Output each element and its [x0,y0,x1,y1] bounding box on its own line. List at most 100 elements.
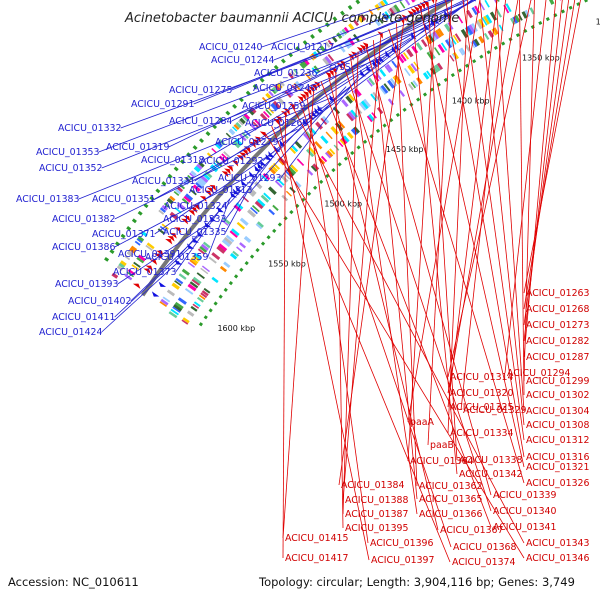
minor-tick [350,150,355,156]
reverse-leader-line [445,0,525,458]
minor-tick [244,261,249,266]
feature-block [268,90,274,97]
feature-block [221,153,229,161]
minor-tick [523,28,528,34]
feature-block [201,290,209,297]
feature-block [235,121,242,129]
forward-leader-line [273,0,432,61]
reverse-gene-label: paaA [410,417,434,428]
feature-block [211,148,217,154]
feature-block [243,113,251,120]
reverse-gene-label: ACICU_01268 [526,304,590,315]
feature-block [474,5,481,14]
forward-gene-label: ACICU_01292 [200,156,264,167]
feature-block [434,29,442,38]
minor-tick [312,185,318,190]
forward-leader-line [120,2,466,129]
feature-block [498,24,504,32]
reverse-gene-label: ACICU_01314 [450,372,514,383]
reverse-gene-arrow [183,215,191,222]
feature-block [413,61,420,70]
feature-block [458,48,464,56]
feature-block [159,207,167,213]
reverse-leader-line [447,0,469,434]
forward-gene-label: ACICU_01246 [253,83,317,94]
feature-block [184,193,194,202]
reverse-gene-arrow [145,265,153,271]
minor-tick [568,5,573,10]
reverse-leader-line [282,113,286,559]
feature-block [215,143,221,150]
reverse-gene-arrow [143,268,151,274]
feature-block [184,288,194,295]
feature-block [290,70,297,77]
minor-tick [266,235,271,240]
reverse-leader-line [342,34,382,501]
feature-block [157,228,166,235]
forward-leader-line [315,0,475,89]
feature-block [320,155,328,163]
reverse-gene-label: ACICU_01329 [463,405,527,416]
forward-gene-label: ACICU_01279 [215,137,279,148]
minor-tick [143,203,149,209]
feature-block [225,234,235,243]
feature-block [353,19,360,27]
feature-block [206,152,213,158]
minor-tick [255,247,260,253]
feature-block [247,209,257,218]
reverse-gene-label: ACICU_01312 [526,435,590,446]
feature-block [381,12,389,21]
feature-block [505,3,512,13]
feature-block [268,166,277,175]
forward-gene-label: ACICU_01331 [132,176,196,187]
feature-block [239,242,247,249]
reverse-gene-label: ACICU_01316 [526,452,590,463]
feature-block [377,16,384,24]
feature-block [232,140,241,149]
forward-gene-label: ACICU_01411 [52,312,116,323]
forward-gene-label: ACICU_01217 [271,42,335,53]
reverse-gene-arrow [356,46,363,54]
reverse-leader-line [427,0,453,446]
feature-block [176,186,184,193]
kbp-tick-label: 1300 kbp [596,18,600,27]
minor-tick [402,107,407,112]
minor-tick [137,210,143,216]
feature-block [204,170,213,179]
feature-block [303,133,311,141]
reverse-gene-label: ACICU_01338 [459,455,523,466]
feature-block [162,296,171,303]
feature-block [422,72,430,80]
feature-block [309,127,317,135]
minor-tick [389,118,394,123]
feature-block [487,30,495,38]
minor-tick [192,145,198,151]
minor-tick [173,166,179,172]
reverse-leader-line [427,2,458,461]
feature-block [452,34,459,44]
minor-tick [120,233,126,239]
reverse-gene-arrow [244,147,251,154]
feature-block [181,319,189,325]
feature-block [251,204,260,213]
feature-block [197,248,206,255]
feature-block [190,257,199,265]
feature-block [174,207,182,214]
minor-tick [126,226,132,231]
reverse-gene-arrow [199,196,207,202]
minor-tick [280,58,286,64]
feature-block [404,68,411,77]
feature-block [231,228,240,237]
reverse-leader-line [271,125,451,563]
feature-block [289,146,297,154]
feature-block [475,20,483,30]
feature-block [159,301,168,307]
forward-leader-line [225,140,287,220]
reverse-leader-line [495,0,525,412]
minor-tick [302,40,308,46]
feature-block [346,131,354,140]
feature-block [388,7,396,16]
feature-block [341,28,348,35]
reverse-gene-arrow [169,233,177,239]
feature-block [183,195,192,203]
